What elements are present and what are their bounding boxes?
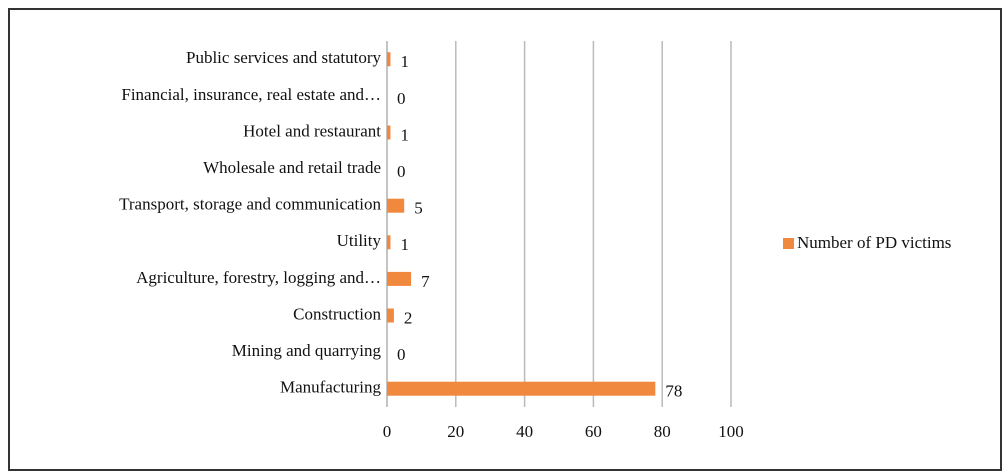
data-label: 7 — [421, 272, 430, 291]
bar — [387, 125, 391, 140]
y-tick-label: Financial, insurance, real estate and… — [121, 85, 381, 104]
x-tick-label: 60 — [585, 422, 602, 441]
bar — [387, 308, 394, 323]
legend-swatch — [783, 238, 794, 249]
x-tick-label: 80 — [654, 422, 671, 441]
data-label: 2 — [404, 308, 413, 327]
bar — [387, 381, 656, 396]
legend-label: Number of PD victims — [797, 233, 951, 252]
y-tick-label: Public services and statutory — [186, 48, 381, 67]
y-tick-label: Mining and quarrying — [232, 341, 382, 360]
data-label: 0 — [397, 89, 406, 108]
y-tick-label: Hotel and restaurant — [243, 121, 381, 140]
bar — [387, 52, 391, 67]
data-label: 0 — [397, 162, 406, 181]
y-tick-label: Utility — [337, 231, 382, 250]
bar — [387, 235, 391, 250]
data-label: 1 — [400, 125, 409, 144]
y-tick-label: Wholesale and retail trade — [203, 158, 381, 177]
x-tick-label: 40 — [516, 422, 533, 441]
data-label: 0 — [397, 345, 406, 364]
y-tick-label: Agriculture, forestry, logging and… — [136, 268, 381, 287]
x-tick-label: 0 — [383, 422, 392, 441]
x-tick-label: 20 — [447, 422, 464, 441]
x-tick-label: 100 — [718, 422, 744, 441]
data-label: 78 — [665, 382, 682, 401]
bar — [387, 198, 405, 213]
data-label: 1 — [400, 235, 409, 254]
y-tick-label: Construction — [293, 304, 381, 323]
y-tick-label: Transport, storage and communication — [119, 195, 381, 214]
data-label: 5 — [414, 199, 423, 218]
y-tick-label: Manufacturing — [280, 378, 382, 397]
data-label: 1 — [400, 52, 409, 71]
bar — [387, 271, 412, 286]
